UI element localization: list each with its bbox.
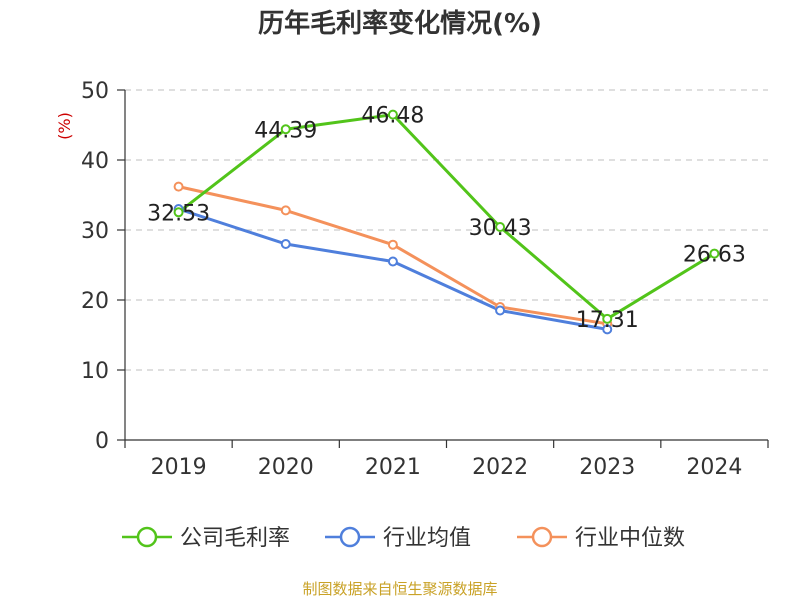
data-label: 26.63 [683, 243, 746, 268]
legend-marker [339, 526, 361, 548]
data-point[interactable] [280, 239, 291, 249]
gridlines [125, 89, 768, 371]
legend[interactable]: 公司毛利率 行业均值 行业中位数 [122, 526, 685, 551]
chart-title: 历年毛利率变化情况(%) [258, 8, 542, 39]
x-tick-label: 2020 [258, 455, 314, 480]
data-label: 17.31 [576, 308, 639, 333]
series-line-2 [178, 185, 608, 326]
x-tick-label: 2021 [365, 455, 421, 480]
x-tick-label: 2024 [686, 455, 742, 480]
legend-marker [531, 526, 553, 548]
axes: 0 10 20 30 40 50 2019 2020 2021 2022 2023 2024 [81, 79, 769, 480]
legend-marker [136, 526, 158, 548]
data-point[interactable] [602, 324, 613, 335]
data-point[interactable] [173, 207, 184, 218]
data-point[interactable] [280, 205, 291, 216]
series-line-0 [177, 113, 716, 321]
x-tick-label: 2023 [579, 455, 635, 480]
data-point[interactable] [280, 124, 291, 135]
legend-item[interactable]: 行业均值 [325, 526, 471, 551]
source-note: 制图数据来自恒生聚源数据库 [302, 580, 497, 598]
y-tick-label: 50 [81, 79, 109, 104]
data-label: 46.48 [361, 104, 424, 129]
y-tick-label: 0 [95, 429, 109, 454]
y-tick-label: 10 [81, 359, 109, 384]
y-tick-label: 30 [81, 219, 109, 244]
series-group [173, 109, 720, 335]
data-point[interactable] [387, 109, 398, 120]
data-label: 44.39 [254, 118, 317, 143]
data-point[interactable] [173, 181, 184, 192]
y-axis-label: (%) [55, 112, 74, 140]
data-labels: 32.53 44.39 46.48 30.43 17.31 26.63 [147, 104, 746, 333]
data-point[interactable] [602, 313, 613, 324]
data-point[interactable] [387, 239, 398, 250]
y-tick-label: 20 [81, 289, 109, 314]
data-point[interactable] [709, 248, 720, 259]
legend-item[interactable]: 行业中位数 [517, 526, 685, 551]
data-point[interactable] [387, 256, 398, 267]
y-tick-label: 40 [81, 149, 109, 174]
legend-item[interactable]: 公司毛利率 [122, 526, 290, 551]
legend-label: 行业中位数 [575, 526, 685, 551]
data-point[interactable] [495, 221, 506, 232]
x-tick-label: 2022 [472, 455, 528, 480]
legend-label: 行业均值 [383, 526, 471, 551]
x-tick-label: 2019 [151, 455, 207, 480]
data-label: 30.43 [469, 216, 532, 241]
series-line-1 [178, 207, 608, 331]
data-point[interactable] [495, 305, 506, 316]
data-label: 32.53 [147, 201, 210, 226]
legend-label: 公司毛利率 [180, 526, 290, 551]
